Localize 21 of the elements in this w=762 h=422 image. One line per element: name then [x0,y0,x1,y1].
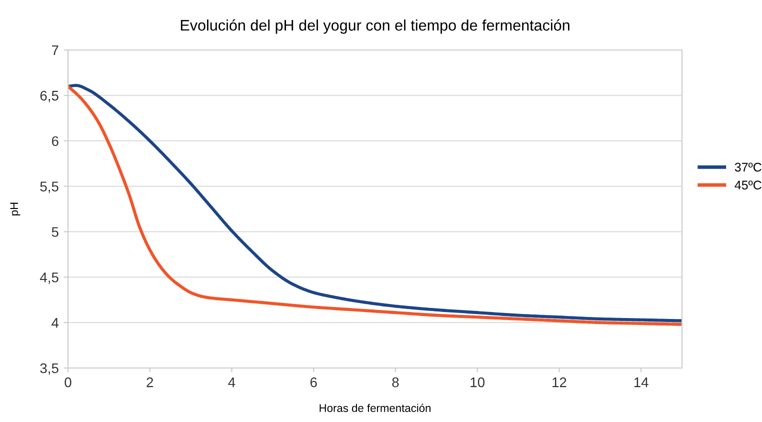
y-tick-label: 6 [52,136,58,146]
y-tick-label: 6,5 [40,90,58,102]
x-tick-label: 6 [310,377,317,388]
x-axis-title: Horas de fermentación [320,404,430,412]
legend-label: 37ºC [734,162,762,172]
legend-label: 45ºC [734,180,762,190]
x-tick-label: 14 [634,378,648,388]
y-tick-label: 5,5 [40,182,58,194]
y-tick-label: 3,5 [40,363,58,375]
x-tick-label: 8 [392,377,399,388]
y-tick-label: 5 [52,227,58,237]
y-tick-label: 7 [52,45,58,56]
chart-title: Evolución del pH del yogur con el tiempo de fermentación [180,19,570,34]
y-tick-label: 4,5 [40,272,58,284]
y-axis-title: pH [10,202,20,216]
x-tick-label: 2 [146,377,154,388]
x-tick-label: 0 [64,377,72,388]
x-tick-label: 12 [552,377,566,388]
x-tick-label: 4 [228,378,236,388]
x-tick-label: 10 [470,377,485,388]
y-tick-label: 4 [52,318,59,328]
